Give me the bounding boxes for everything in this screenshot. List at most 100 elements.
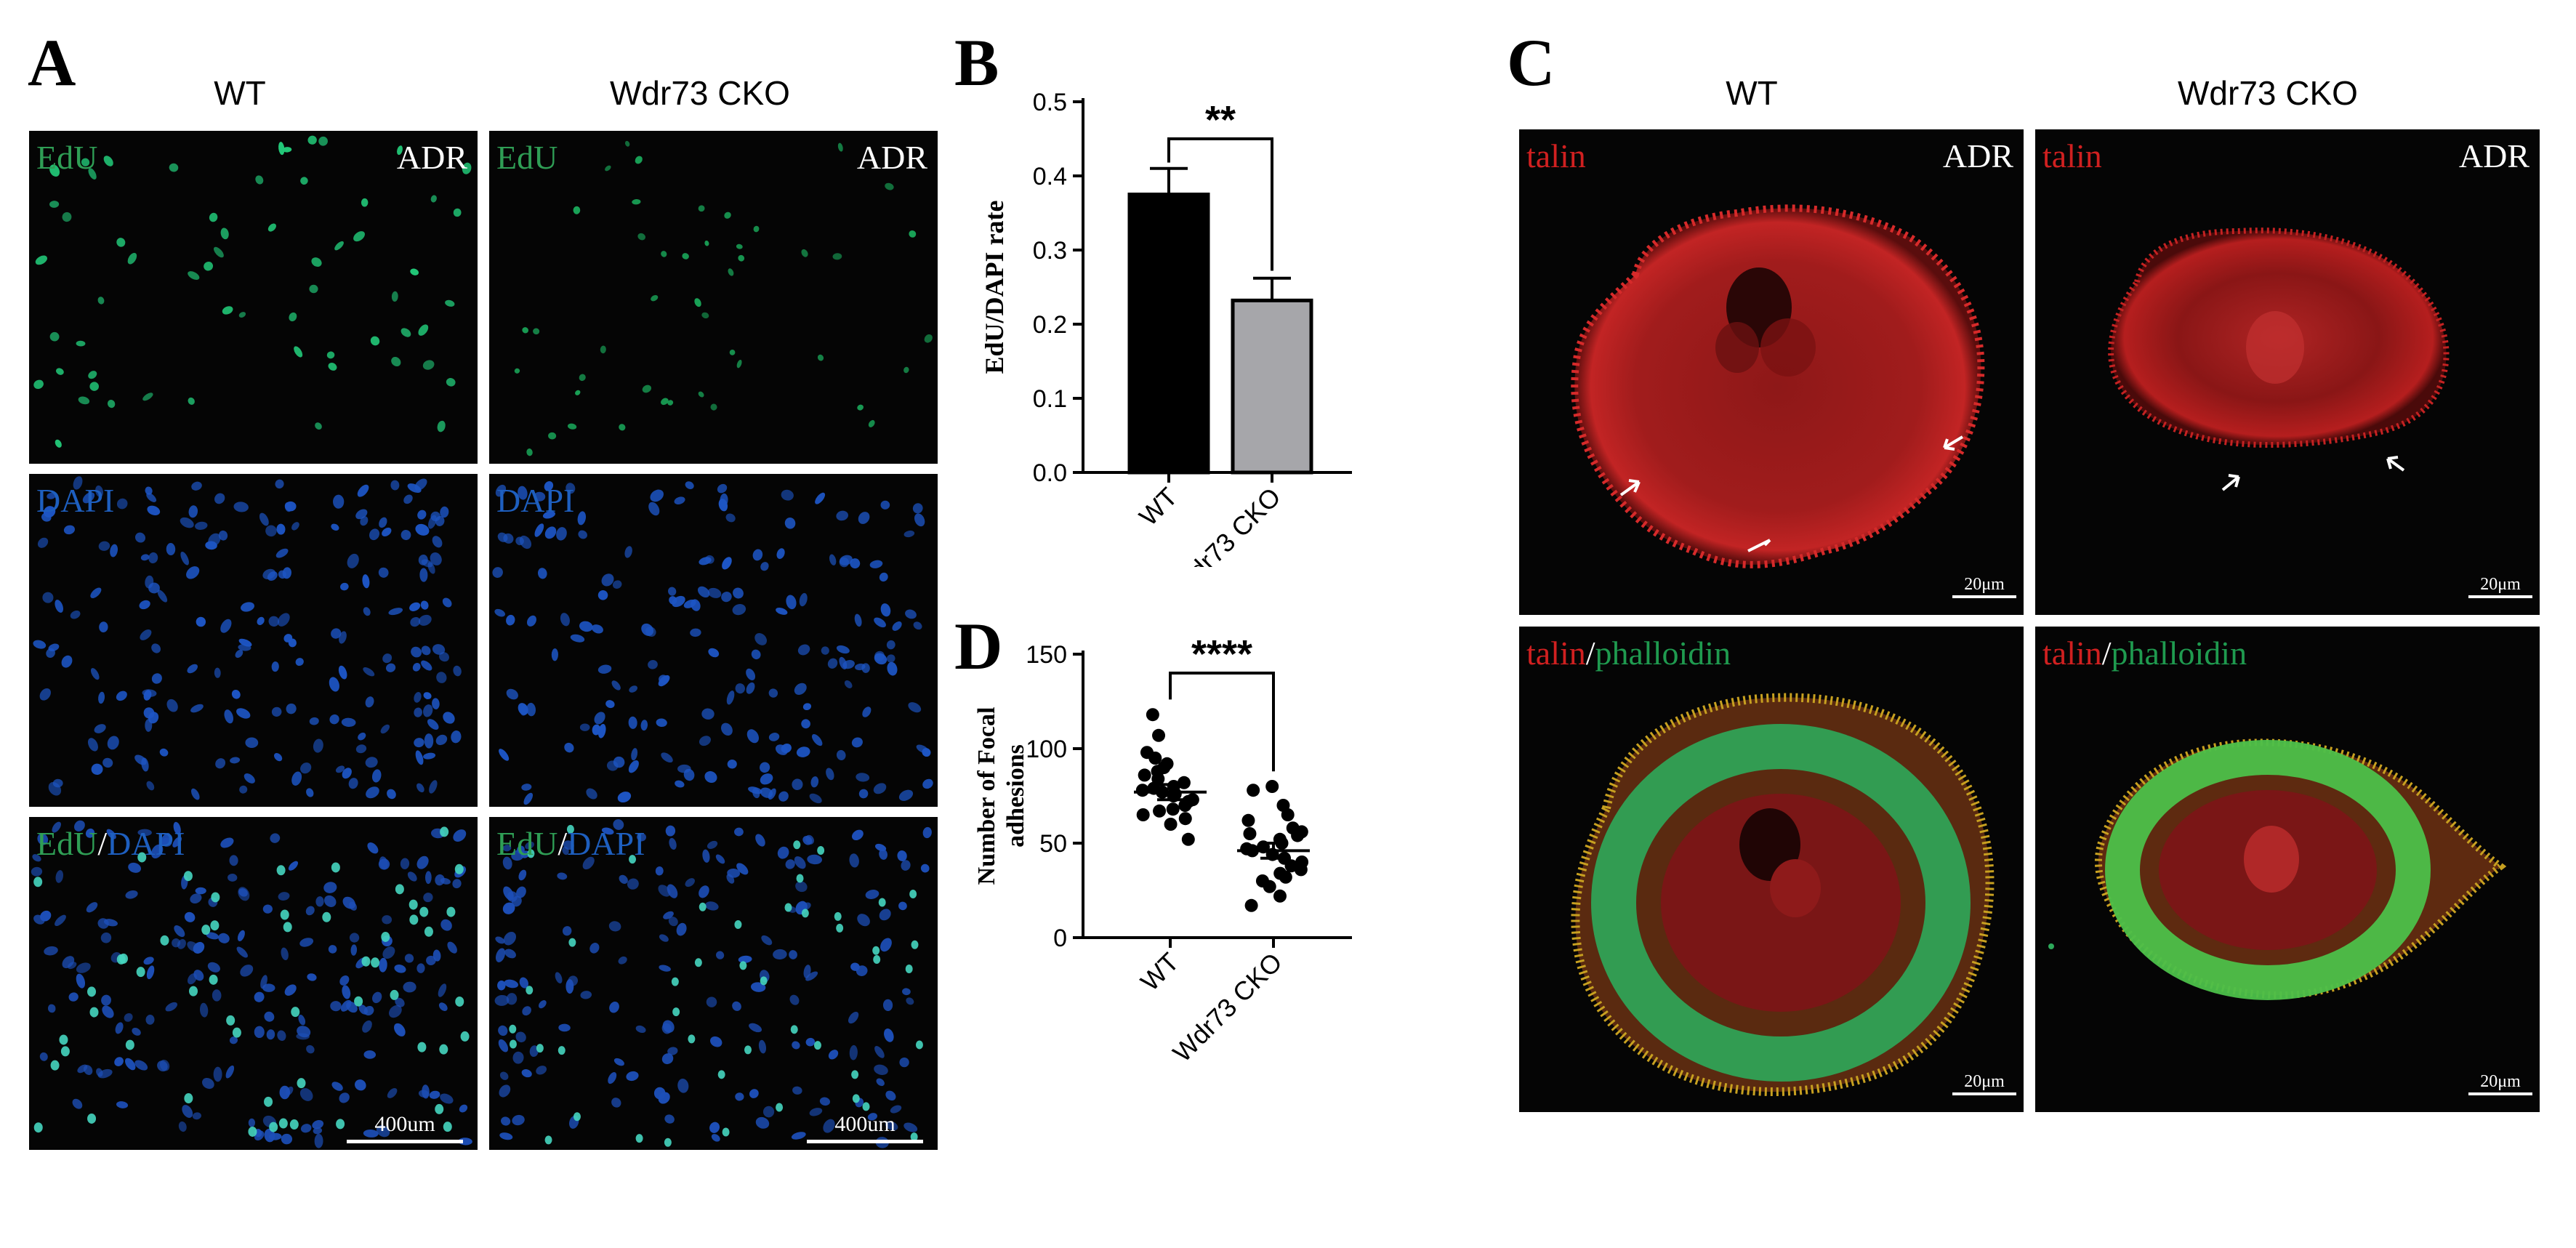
micrograph-a-cko-dapi: DAPI [489, 474, 938, 807]
nucleus-dot [506, 993, 518, 1005]
nucleus-dot [501, 1116, 511, 1126]
nucleus-dot [739, 961, 747, 970]
talin-cell-wt [1571, 204, 1985, 568]
nucleus-dot [749, 1089, 759, 1098]
nucleus-dot [238, 638, 252, 647]
nucleus-dot [502, 902, 515, 914]
nucleus-dot [102, 1005, 114, 1018]
nucleus-dot [388, 608, 403, 616]
nucleus-dot [88, 168, 97, 180]
nucleus-dot [128, 862, 141, 873]
nucleus-dot [208, 533, 221, 547]
nucleus-dot [125, 1058, 136, 1071]
nucleus-dot [278, 1118, 288, 1129]
significance-bracket [1169, 672, 1275, 772]
nucleus-dot [357, 484, 369, 497]
nucleus-dot [329, 677, 339, 692]
nucleus-dot [793, 840, 801, 850]
nucleus-dot [143, 707, 155, 719]
nucleus-dot [498, 1039, 509, 1052]
nucleus-dot [275, 479, 284, 489]
nucleus-dot [857, 404, 864, 411]
nucleus-dot [529, 1045, 539, 1058]
nucleus-dot [698, 205, 705, 212]
nucleus-dot [509, 1039, 517, 1049]
nucleus-dot [295, 658, 304, 667]
nucleus-dot [240, 965, 254, 977]
nucleus-dot [862, 1102, 870, 1111]
nucleus-dot [418, 1090, 430, 1098]
nucleus-dot [114, 1057, 124, 1066]
nucleus-dot [408, 899, 418, 910]
nucleus-dot [31, 866, 43, 877]
nucleus-dot [873, 783, 887, 794]
nucleus-dot [421, 660, 432, 671]
nucleus-dot [328, 945, 337, 954]
nucleus-dot [439, 652, 449, 662]
nucleus-dot [533, 328, 540, 335]
nucleus-dot [85, 828, 95, 838]
nucleus-dot [805, 971, 818, 981]
nucleus-dot [350, 944, 358, 956]
nucleus-dot [579, 723, 590, 731]
nucleus-dot [667, 1047, 678, 1055]
nucleus-dot [233, 502, 249, 512]
label-sep: / [97, 825, 108, 862]
nucleus-dot [857, 914, 870, 927]
nucleus-dot [323, 882, 337, 893]
nucleus-dot [178, 1121, 187, 1132]
nucleus-dot [358, 732, 366, 741]
nucleus-dot [453, 665, 462, 677]
nucleus-dot [159, 748, 169, 757]
nucleus-dot [526, 986, 534, 995]
nucleus-dot [259, 512, 269, 526]
nucleus-dot [379, 957, 387, 973]
nucleus-dot [127, 252, 137, 265]
nucleus-dot [423, 704, 433, 717]
nucleus-dot [151, 673, 162, 684]
nucleus-dot [725, 513, 736, 523]
nucleus-dot [706, 997, 717, 1007]
nucleus-dot [882, 999, 893, 1012]
nucleus-dot [313, 738, 323, 753]
nucleus-dot [776, 548, 785, 560]
nucleus-dot [716, 951, 725, 959]
nucleus-dot [909, 889, 917, 898]
label-edu-part: EdU [36, 825, 98, 862]
nucleus-dot [409, 914, 419, 925]
nucleus-dot [199, 1002, 209, 1018]
nucleus-dot [631, 748, 638, 761]
nucleus-dot [685, 878, 695, 887]
nucleus-dot [365, 696, 374, 708]
nucleus-dot [339, 1092, 350, 1103]
nucleus-dot [89, 1007, 99, 1018]
nucleus-dot [492, 567, 503, 578]
nucleus-dot [391, 357, 401, 367]
nucleus-dot [107, 400, 116, 408]
nucleus-dot [298, 1015, 306, 1026]
nucleus-dot [784, 517, 796, 529]
nucleus-dot [211, 892, 220, 903]
nucleus-dot [495, 936, 505, 944]
nucleus-dot [786, 595, 797, 610]
nucleus-dot [732, 604, 746, 616]
nucleus-dot [910, 1132, 918, 1142]
label-dapi: DAPI [36, 482, 115, 519]
nucleus-dot [685, 481, 694, 489]
nucleus-dot [645, 627, 656, 637]
nucleus-dot [180, 551, 189, 565]
nucleus-dot [710, 1036, 723, 1047]
nucleus-dot [380, 724, 390, 734]
label-edu: EdU [36, 139, 98, 176]
nucleus-dot [849, 853, 859, 868]
nucleus-dot [909, 230, 917, 238]
nucleus-dot [228, 874, 238, 882]
cko-actin-ring [2105, 740, 2431, 1000]
nucleus-dot [284, 984, 297, 996]
nucleus-dot [664, 1138, 672, 1147]
data-point [1135, 784, 1149, 797]
nucleus-dot [266, 1029, 275, 1040]
nucleus-dot [283, 634, 293, 643]
y-tick-label: 0.5 [1033, 89, 1067, 116]
